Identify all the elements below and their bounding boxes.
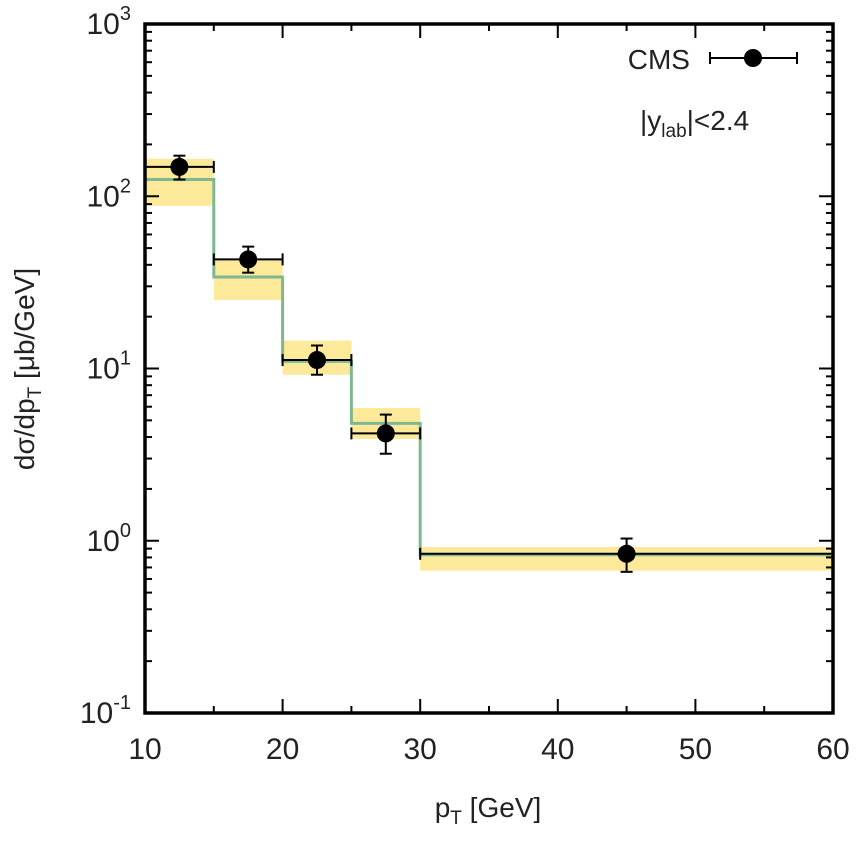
x-tick-label-1: 20	[266, 733, 299, 766]
x-tick-label-4: 50	[679, 733, 712, 766]
legend-label: CMS	[628, 44, 690, 75]
x-tick-labels: 10 20 30 40 50 60	[128, 733, 849, 766]
y-tick-label-0: 10-1	[80, 692, 131, 730]
plot-frame	[143, 22, 835, 715]
legend-marker	[744, 49, 762, 67]
x-tick-label-0: 10	[128, 733, 161, 766]
data-marker	[376, 424, 395, 443]
data-marker	[239, 250, 258, 269]
rapidity-cut-annotation: |ylab|<2.4	[640, 105, 749, 142]
y-axis-title: dσ/dpT [μb/GeV]	[9, 268, 46, 470]
theory-step-line	[145, 178, 833, 557]
y-tick-labels: 10-1 100 101 102 103	[80, 3, 131, 730]
x-tick-label-5: 60	[816, 733, 849, 766]
x-tick-label-2: 30	[404, 733, 437, 766]
y-tick-label-2: 101	[87, 348, 132, 386]
y-tick-label-1: 100	[87, 520, 132, 558]
legend: CMS	[628, 44, 798, 75]
data-points	[144, 154, 834, 573]
data-point-3	[350, 413, 422, 455]
y-tick-label-4: 103	[87, 3, 132, 41]
theory-step-path	[145, 178, 833, 557]
data-point-2	[281, 344, 353, 376]
uncertainty-bands	[145, 158, 833, 571]
data-point-1	[212, 245, 284, 274]
x-axis-title: pT [GeV]	[435, 792, 542, 829]
data-marker	[170, 157, 189, 176]
x-tick-label-3: 40	[541, 733, 574, 766]
data-marker	[308, 351, 326, 370]
data-marker	[617, 544, 636, 563]
y-tick-label-3: 102	[87, 175, 132, 213]
